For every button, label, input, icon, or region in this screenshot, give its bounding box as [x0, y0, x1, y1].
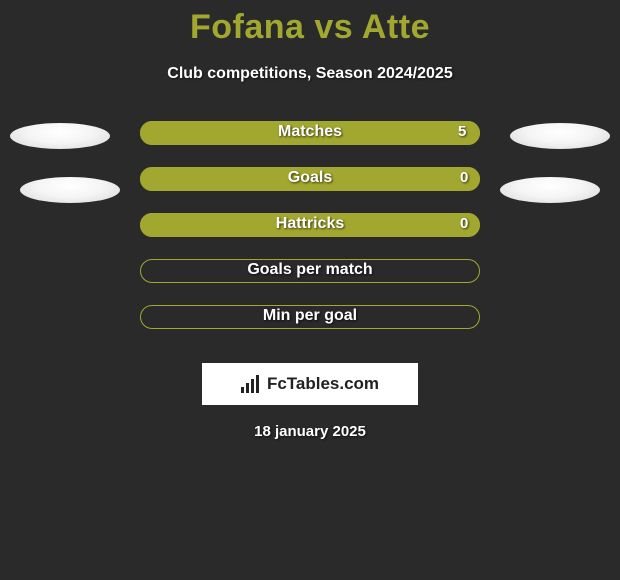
stat-value: 0: [460, 169, 468, 186]
subtitle: Club competitions, Season 2024/2025: [0, 65, 620, 83]
stat-row: Hattricks 0: [0, 213, 620, 259]
stat-row: Min per goal: [0, 305, 620, 351]
stat-row: Goals per match: [0, 259, 620, 305]
stat-bar: Matches 5: [140, 121, 480, 145]
stat-label: Hattricks: [276, 215, 344, 233]
logo-box: FcTables.com: [202, 363, 418, 405]
stat-bar: Goals 0: [140, 167, 480, 191]
stat-bar: Hattricks 0: [140, 213, 480, 237]
stat-value: 5: [458, 123, 466, 140]
stat-value: 0: [460, 215, 468, 232]
stat-row: Goals 0: [0, 167, 620, 213]
stat-label: Min per goal: [263, 307, 357, 325]
stat-row: Matches 5: [0, 121, 620, 167]
stat-label: Matches: [278, 123, 342, 141]
stat-label: Goals: [288, 169, 332, 187]
stats-section: Matches 5 Goals 0 Hattricks 0 Goals per match M…: [0, 121, 620, 351]
stat-bar: Goals per match: [140, 259, 480, 283]
stat-label: Goals per match: [247, 261, 372, 279]
stat-bar: Min per goal: [140, 305, 480, 329]
page-title: Fofana vs Atte: [0, 0, 620, 47]
logo-text: FcTables.com: [267, 374, 379, 394]
chart-icon: [241, 375, 259, 393]
logo: FcTables.com: [241, 374, 379, 394]
date-text: 18 january 2025: [0, 423, 620, 440]
